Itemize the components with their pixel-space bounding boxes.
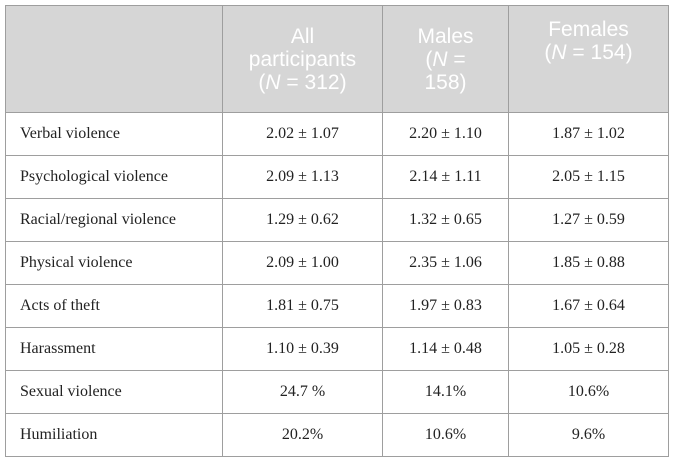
header-all-count: = 312) bbox=[280, 70, 347, 94]
header-males-open: ( bbox=[425, 47, 433, 71]
table-row: Verbal violence 2.02 ± 1.07 2.20 ± 1.10 … bbox=[5, 112, 669, 156]
row-label: Physical violence bbox=[5, 241, 223, 285]
table-row: Harassment 1.10 ± 0.39 1.14 ± 0.48 1.05 … bbox=[5, 327, 669, 371]
table-row: Racial/regional violence 1.29 ± 0.62 1.3… bbox=[5, 198, 669, 242]
header-males-n: N bbox=[432, 47, 448, 71]
table-header: All participants (N = 312) Males (N = 15… bbox=[5, 5, 669, 113]
cell-females: 1.27 ± 0.59 bbox=[508, 198, 669, 242]
header-row: All participants (N = 312) Males (N = 15… bbox=[5, 5, 669, 113]
header-females-open: ( bbox=[544, 41, 552, 64]
header-empty-cell bbox=[5, 5, 223, 113]
cell-males: 2.14 ± 1.11 bbox=[382, 155, 509, 199]
header-males-eq: = bbox=[447, 47, 466, 71]
row-label: Harassment bbox=[5, 327, 223, 371]
cell-males: 1.32 ± 0.65 bbox=[382, 198, 509, 242]
table-row: Humiliation 20.2% 10.6% 9.6% bbox=[5, 413, 669, 457]
row-label: Racial/regional violence bbox=[5, 198, 223, 242]
header-males: Males (N = 158) bbox=[382, 5, 509, 113]
cell-females: 10.6% bbox=[508, 370, 669, 414]
cell-all: 1.10 ± 0.39 bbox=[222, 327, 383, 371]
cell-males: 2.20 ± 1.10 bbox=[382, 112, 509, 156]
row-label: Verbal violence bbox=[5, 112, 223, 156]
cell-females: 1.67 ± 0.64 bbox=[508, 284, 669, 328]
header-females-count: = 154) bbox=[566, 41, 633, 64]
cell-all: 24.7 % bbox=[222, 370, 383, 414]
cell-all: 2.02 ± 1.07 bbox=[222, 112, 383, 156]
row-label: Psychological violence bbox=[5, 155, 223, 199]
table-row: Acts of theft 1.81 ± 0.75 1.97 ± 0.83 1.… bbox=[5, 284, 669, 328]
violence-table: All participants (N = 312) Males (N = 15… bbox=[5, 5, 669, 457]
table-row: Psychological violence 2.09 ± 1.13 2.14 … bbox=[5, 155, 669, 199]
table-body: Verbal violence 2.02 ± 1.07 2.20 ± 1.10 … bbox=[5, 112, 669, 457]
row-label: Acts of theft bbox=[5, 284, 223, 328]
table-row: Physical violence 2.09 ± 1.00 2.35 ± 1.0… bbox=[5, 241, 669, 285]
header-males-count: 158) bbox=[424, 70, 467, 94]
cell-males: 14.1% bbox=[382, 370, 509, 414]
header-all-open: ( bbox=[258, 70, 266, 94]
cell-all: 2.09 ± 1.13 bbox=[222, 155, 383, 199]
header-females-n: N bbox=[551, 41, 567, 64]
cell-females: 9.6% bbox=[508, 413, 669, 457]
cell-females: 1.87 ± 1.02 bbox=[508, 112, 669, 156]
row-label: Humiliation bbox=[5, 413, 223, 457]
header-males-line1: Males bbox=[417, 24, 474, 48]
cell-males: 1.14 ± 0.48 bbox=[382, 327, 509, 371]
cell-all: 1.81 ± 0.75 bbox=[222, 284, 383, 328]
header-females-line1: Females bbox=[548, 18, 629, 41]
table-row: Sexual violence 24.7 % 14.1% 10.6% bbox=[5, 370, 669, 414]
cell-females: 2.05 ± 1.15 bbox=[508, 155, 669, 199]
header-all-n: N bbox=[265, 70, 281, 94]
cell-all: 1.29 ± 0.62 bbox=[222, 198, 383, 242]
cell-females: 1.05 ± 0.28 bbox=[508, 327, 669, 371]
row-label: Sexual violence bbox=[5, 370, 223, 414]
cell-males: 10.6% bbox=[382, 413, 509, 457]
header-all-participants: All participants (N = 312) bbox=[222, 5, 383, 113]
header-all-line1: All bbox=[290, 24, 315, 48]
cell-all: 20.2% bbox=[222, 413, 383, 457]
cell-all: 2.09 ± 1.00 bbox=[222, 241, 383, 285]
cell-males: 1.97 ± 0.83 bbox=[382, 284, 509, 328]
cell-females: 1.85 ± 0.88 bbox=[508, 241, 669, 285]
header-females: Females (N = 154) bbox=[508, 5, 669, 113]
header-all-line2: participants bbox=[248, 47, 357, 71]
cell-males: 2.35 ± 1.06 bbox=[382, 241, 509, 285]
